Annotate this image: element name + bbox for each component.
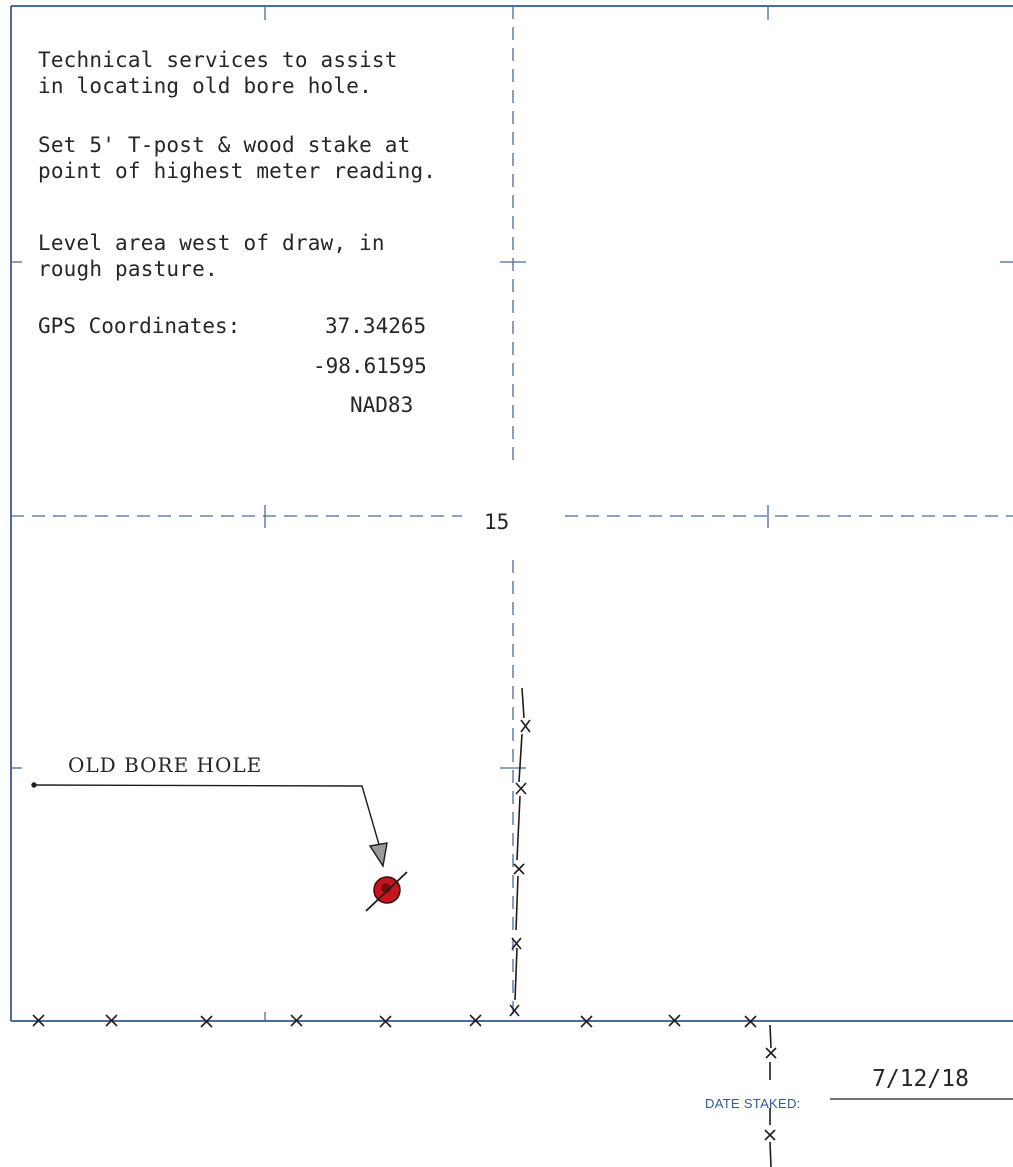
bore-hole-leader-line <box>31 782 388 868</box>
old-bore-hole-label: OLD BORE HOLE <box>68 753 263 777</box>
quarter-section-lines <box>11 6 1013 1021</box>
note-line-6: rough pasture. <box>38 257 218 281</box>
gps-longitude: -98.61595 <box>313 354 427 378</box>
note-line-2: in locating old bore hole. <box>38 74 372 98</box>
note-line-4: point of highest meter reading. <box>38 159 437 183</box>
note-line-1: Technical services to assist <box>38 48 398 72</box>
note-line-3: Set 5' T-post & wood stake at <box>38 133 411 157</box>
gps-latitude: 37.34265 <box>325 314 427 338</box>
bore-hole-marker <box>365 871 408 912</box>
date-staked-value: 7/12/18 <box>872 1066 969 1092</box>
note-line-5: Level area west of draw, in <box>38 231 385 255</box>
gps-coordinates-label: GPS Coordinates: <box>38 314 241 338</box>
fence-line-vertical <box>514 687 772 1167</box>
fence-x-marks-vertical <box>509 719 777 1141</box>
section-number: 15 <box>484 510 510 534</box>
date-staked-label: DATE STAKED: <box>705 1096 801 1111</box>
fence-x-marks-horizontal <box>32 1014 757 1028</box>
gps-datum: NAD83 <box>350 393 414 417</box>
section-boundary <box>10 5 1013 1022</box>
quarter-tick-marks <box>11 6 1013 1021</box>
